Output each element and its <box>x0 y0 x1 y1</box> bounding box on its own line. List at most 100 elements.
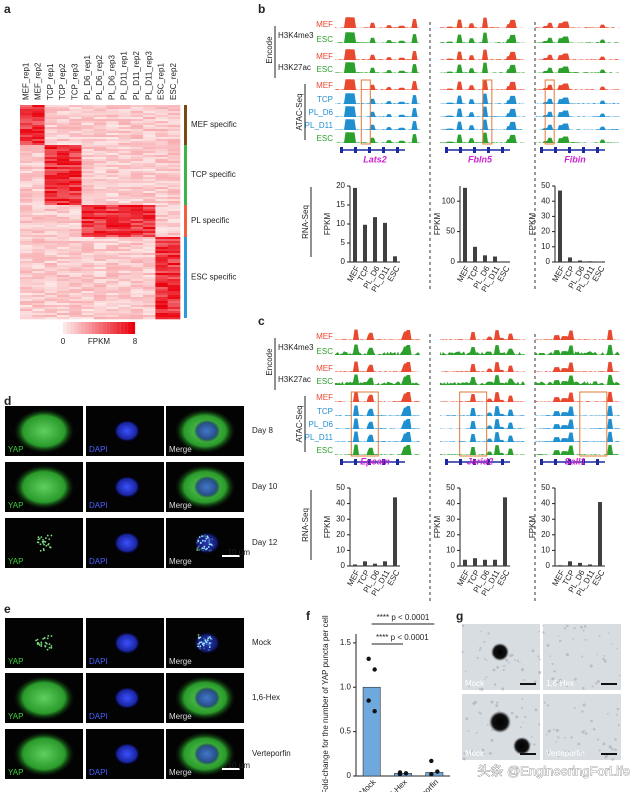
heatmap-cell <box>32 259 45 262</box>
texture <box>511 653 514 657</box>
heatmap-cell <box>81 229 95 232</box>
heatmap-cell <box>155 301 168 304</box>
texture <box>504 665 506 667</box>
heatmap-cell <box>69 135 82 138</box>
heatmap-cell <box>56 171 70 174</box>
heatmap-cell <box>20 157 33 160</box>
channel-label: DAPI <box>89 501 108 510</box>
mark-label: H3K4me3 <box>278 343 314 352</box>
heatmap-cell <box>20 183 33 186</box>
heatmap-cell <box>130 215 144 218</box>
track <box>535 53 620 60</box>
heatmap-cell <box>93 111 107 114</box>
heatmap-cell <box>56 189 70 192</box>
heatmap-cell <box>118 193 132 196</box>
puncta <box>50 635 53 637</box>
texture <box>478 688 482 691</box>
channel-label: DAPI <box>89 445 108 454</box>
texture <box>553 669 556 673</box>
heatmap-cell <box>44 145 58 148</box>
heatmap-cell <box>20 219 33 222</box>
texture <box>538 630 541 633</box>
texture <box>596 653 598 656</box>
bar <box>558 565 562 566</box>
heatmap-cell <box>20 245 33 248</box>
heatmap-cell <box>118 237 132 240</box>
heatmap-cell <box>81 301 95 304</box>
heatmap-cell <box>93 127 107 130</box>
heatmap-cell <box>56 231 70 234</box>
heatmap-cell <box>44 269 58 272</box>
puncta <box>50 534 53 537</box>
channel-label: YAP <box>8 557 23 566</box>
mark-label: H3K27ac <box>278 375 311 384</box>
heatmap-cell <box>106 293 119 296</box>
heatmap-cell <box>155 217 168 220</box>
heatmap-cell <box>130 175 144 178</box>
heatmap-cell <box>106 291 119 294</box>
heatmap-cell <box>106 239 119 242</box>
heatmap-cell <box>143 287 156 290</box>
heatmap-cell <box>106 297 119 300</box>
heatmap-cell <box>20 127 33 130</box>
heatmap-cell <box>167 107 181 110</box>
heatmap-cell <box>93 301 107 304</box>
heatmap-cell <box>20 165 33 168</box>
heatmap-cell <box>56 109 70 112</box>
texture <box>520 668 525 672</box>
texture <box>572 638 575 640</box>
heatmap-cell <box>106 255 119 258</box>
heatmap-cell <box>118 241 132 244</box>
texture <box>582 753 584 756</box>
heatmap-cell <box>155 219 168 222</box>
texture <box>589 664 593 668</box>
heatmap-cell <box>155 153 168 156</box>
heatmap-cell <box>130 137 144 140</box>
heatmap-cell <box>93 263 107 266</box>
heatmap-cell <box>106 131 119 134</box>
heatmap-cell <box>106 241 119 244</box>
heatmap-cell <box>155 213 168 216</box>
heatmap-cell <box>167 289 181 292</box>
heatmap-cell <box>81 259 95 262</box>
heatmap-cell <box>118 253 132 256</box>
heatmap-cell <box>81 107 95 110</box>
texture <box>464 670 467 672</box>
heatmap-cell <box>93 167 107 170</box>
heatmap-cell <box>81 233 95 236</box>
track <box>440 17 525 28</box>
bar <box>588 261 592 262</box>
heatmap-cell <box>32 185 45 188</box>
heatmap-cell <box>44 275 58 278</box>
heatmap-cell <box>32 229 45 232</box>
heatmap-cell <box>93 275 107 278</box>
heatmap-cell <box>56 315 70 318</box>
heatmap-cell <box>130 243 144 246</box>
texture <box>556 681 560 685</box>
heatmap-cell <box>118 205 132 208</box>
heatmap-cell <box>93 313 107 316</box>
puncta <box>44 541 47 543</box>
heatmap-cell <box>56 145 70 148</box>
heatmap-cell <box>81 167 95 170</box>
heatmap-cell <box>167 127 181 130</box>
heatmap-cell <box>106 299 119 302</box>
dapi-signal <box>194 743 220 765</box>
heatmap-cell <box>44 271 58 274</box>
heatmap-cell <box>143 185 156 188</box>
heatmap-cell <box>32 263 45 266</box>
cell-label: PL_D11 <box>305 121 334 130</box>
heatmap-cell <box>69 181 82 184</box>
heatmap-cell <box>118 309 132 312</box>
heatmap-cell <box>118 303 132 306</box>
heatmap-cell <box>56 213 70 216</box>
heatmap-cell <box>130 169 144 172</box>
texture <box>602 657 605 661</box>
heatmap-cell <box>20 241 33 244</box>
heatmap-cell <box>81 127 95 130</box>
colorbar-step <box>106 322 110 334</box>
heatmap-cell <box>20 123 33 126</box>
texture <box>493 683 497 686</box>
heatmap-cell <box>81 193 95 196</box>
heatmap-cell <box>93 233 107 236</box>
